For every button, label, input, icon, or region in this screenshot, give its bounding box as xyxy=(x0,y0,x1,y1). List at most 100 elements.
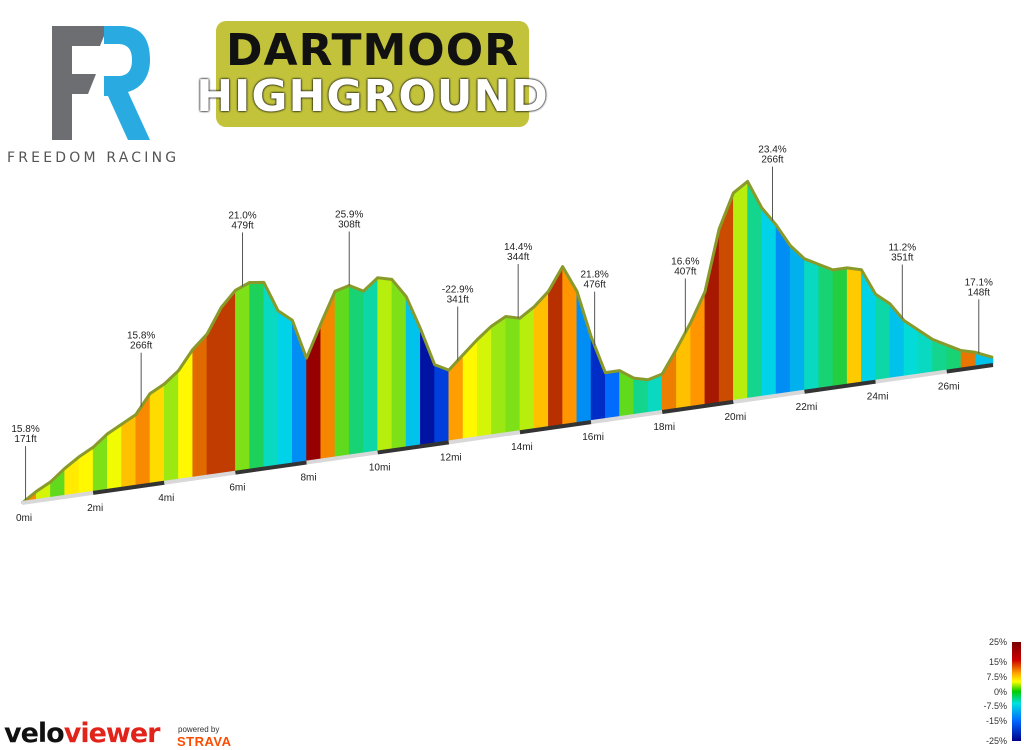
annotation-grade-label: 17.1% xyxy=(965,277,993,288)
profile-segment xyxy=(861,268,876,385)
annotation-grade-label: 23.4% xyxy=(758,145,786,156)
profile-segment xyxy=(491,315,507,437)
distance-ticks: 0mi 2mi 4mi 6mi 8mi 10mi 12mi 14mi 16mi 18mi 20mi 2… xyxy=(16,382,960,524)
annotation-height-label: 479ft xyxy=(231,220,253,231)
profile-segment xyxy=(249,282,265,471)
annotation-height-label: 148ft xyxy=(968,287,990,298)
profile-segment xyxy=(875,293,891,383)
profile-segment xyxy=(747,181,763,401)
profile-segment xyxy=(348,285,364,457)
x-tick-label: 0mi xyxy=(16,513,32,524)
x-tick-label: 2mi xyxy=(87,503,103,514)
climb-annotations: 15.8%171ft15.8%266ft21.0%479ft25.9%308ft… xyxy=(11,145,993,501)
profile-segment xyxy=(334,285,350,459)
x-tick-label: 24mi xyxy=(867,392,889,403)
baseline-segment xyxy=(448,430,521,445)
profile-segment xyxy=(220,289,236,476)
profile-segment xyxy=(519,306,535,433)
profile-segment xyxy=(263,282,279,469)
profile-segment xyxy=(192,333,208,480)
profile-ridge-line xyxy=(21,179,994,505)
event-title-line1: DARTMOOR xyxy=(226,25,519,76)
profile-segment xyxy=(135,392,151,488)
annotation-height-label: 266ft xyxy=(130,341,152,352)
annotation-height-label: 344ft xyxy=(507,252,529,263)
profile-segment xyxy=(163,369,179,484)
profile-segment xyxy=(476,325,492,439)
profile-segment xyxy=(149,383,165,486)
annotation-grade-label: 21.8% xyxy=(580,270,608,281)
powered-by-label: powered by xyxy=(178,725,220,734)
baseline-segment xyxy=(377,440,450,455)
dartmoor-highground-logo: DARTMOOR HIGHGROUND xyxy=(196,21,548,127)
profile-segment xyxy=(277,310,293,467)
x-tick-label: 6mi xyxy=(229,483,245,494)
profile-segment xyxy=(633,377,649,417)
profile-segment xyxy=(434,364,450,445)
profile-segment xyxy=(562,265,578,427)
annotation-grade-label: 16.6% xyxy=(671,256,699,267)
legend-tick-label: -25% xyxy=(985,736,1007,746)
profile-segment xyxy=(121,414,137,490)
annotation-height-label: 266ft xyxy=(761,155,783,166)
event-title-line2: HIGHGROUND xyxy=(196,71,549,122)
annotation-height-label: 308ft xyxy=(338,219,360,230)
baseline-segment xyxy=(946,363,994,374)
x-tick-label: 20mi xyxy=(725,412,747,423)
legend-tick-label: 7.5% xyxy=(986,672,1007,682)
profile-segment xyxy=(789,244,805,395)
annotation-height-label: 476ft xyxy=(584,280,606,291)
profile-segment xyxy=(804,258,820,393)
x-tick-label: 14mi xyxy=(511,442,533,453)
veloviewer-logo-viewer: viewer xyxy=(63,718,161,749)
veloviewer-logo: veloviewer xyxy=(4,718,161,749)
legend-tick-label: 0% xyxy=(993,687,1007,697)
annotation-grade-label: 11.2% xyxy=(888,243,916,254)
profile-segment xyxy=(235,282,250,474)
x-tick-label: 10mi xyxy=(369,462,391,473)
freedom-racing-caption: FREEDOM RACING xyxy=(7,150,180,166)
profile-segment xyxy=(605,370,620,421)
x-tick-label: 12mi xyxy=(440,452,462,463)
legend-tick-label: -7.5% xyxy=(983,701,1007,711)
annotation-grade-label: 14.4% xyxy=(504,242,532,253)
legend-tick-label: 25% xyxy=(988,637,1007,647)
profile-surface xyxy=(20,180,994,504)
baseline-segment xyxy=(875,369,948,384)
annotation-height-label: 351ft xyxy=(891,253,913,264)
annotation-grade-label: 15.8% xyxy=(11,424,39,435)
baseline-segment xyxy=(235,460,307,475)
baseline-segment xyxy=(661,399,734,414)
x-tick-label: 22mi xyxy=(796,402,818,413)
baseline-segment xyxy=(733,389,805,404)
distance-baseline xyxy=(21,363,994,505)
baseline-segment xyxy=(519,420,592,435)
annotation-grade-label: 21.0% xyxy=(228,210,256,221)
profile-segment xyxy=(50,467,65,500)
profile-segment xyxy=(405,296,421,449)
fr-logo-r-shape xyxy=(104,26,150,140)
x-tick-label: 16mi xyxy=(582,432,604,443)
gradient-legend-bar xyxy=(1012,642,1021,741)
legend-tick-label: 15% xyxy=(988,657,1007,667)
profile-segment xyxy=(590,336,606,423)
annotation-grade-label: -22.9% xyxy=(442,285,474,296)
profile-segment xyxy=(832,267,848,389)
strava-logo: STRAVA xyxy=(177,734,232,749)
fr-logo-f-shape xyxy=(52,26,108,140)
x-tick-label: 4mi xyxy=(158,493,174,504)
profile-ridge xyxy=(21,179,994,505)
baseline-segment xyxy=(804,379,876,394)
profile-segment xyxy=(363,276,378,455)
freedom-racing-logo xyxy=(52,26,150,140)
profile-segment xyxy=(92,433,108,494)
profile-segment xyxy=(775,223,791,397)
profile-segment xyxy=(761,207,777,399)
profile-segment xyxy=(505,316,521,435)
x-tick-label: 26mi xyxy=(938,382,960,393)
profile-segment xyxy=(818,263,834,391)
x-tick-label: 8mi xyxy=(300,473,316,484)
profile-segment xyxy=(846,267,862,387)
profile-segment xyxy=(548,265,563,429)
